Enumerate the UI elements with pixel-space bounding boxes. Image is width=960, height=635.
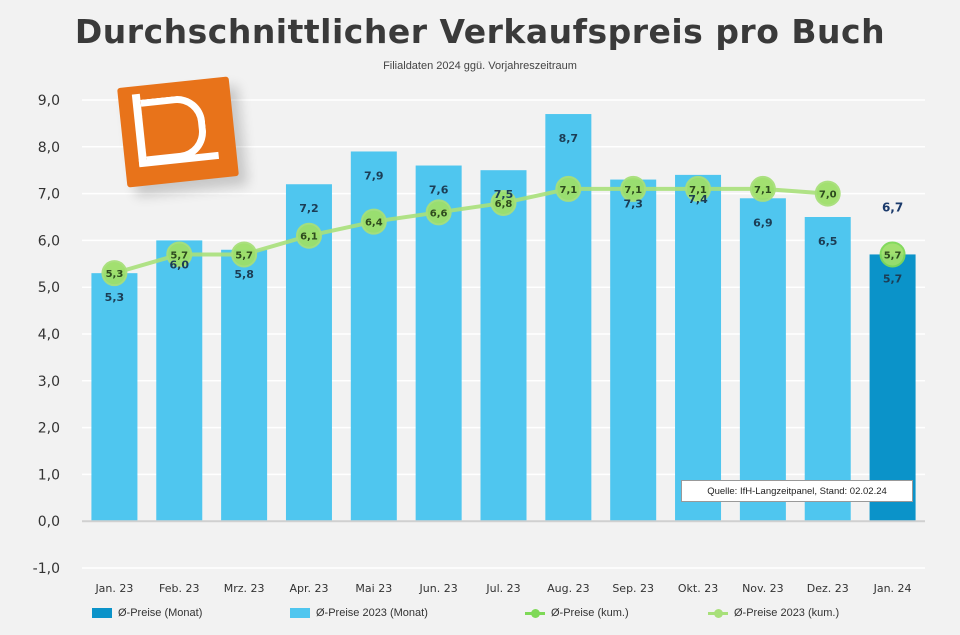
bar [739, 198, 786, 522]
series-point [620, 175, 647, 202]
bar [545, 114, 592, 522]
series-point [490, 189, 517, 216]
point-data-label: 5,7 [235, 250, 253, 261]
bar-data-label: 6,5 [818, 235, 838, 248]
bar [804, 217, 851, 522]
bar-data-label: 5,8 [234, 268, 254, 281]
bar-data-label: 7,9 [364, 169, 384, 182]
x-tick-label: Jun. 23 [419, 582, 458, 595]
series-point [360, 208, 387, 235]
legend-label: Ø-Preise 2023 (Monat) [316, 607, 428, 619]
x-tick-label: Okt. 23 [678, 582, 718, 595]
chart-title: Durchschnittlicher Verkaufspreis pro Buc… [74, 12, 886, 51]
source-note: Quelle: IfH-Langzeitpanel, Stand: 02.02.… [681, 480, 913, 502]
point-data-label: 6,4 [365, 218, 383, 229]
chart-subtitle: Filialdaten 2024 ggü. Vorjahreszeitraum [383, 60, 577, 72]
legend-label: Ø-Preise 2023 (kum.) [734, 607, 840, 619]
point-data-label: 5,3 [106, 269, 124, 280]
y-tick-label: 1,0 [38, 467, 60, 483]
x-tick-label: Jul. 23 [485, 582, 520, 595]
legend-swatch-bar-previous [290, 608, 310, 618]
series-point [101, 260, 128, 287]
bar-data-label: 7,2 [299, 202, 319, 215]
chart-legend: Ø-Preise (Monat) Ø-Preise 2023 (Monat) Ø… [0, 602, 960, 624]
series-point [749, 175, 776, 202]
x-tick-label: Mrz. 23 [224, 582, 265, 595]
y-tick-label: 9,0 [38, 93, 60, 109]
legend-swatch-line-current [525, 609, 545, 618]
series-point [879, 241, 906, 268]
series-point [166, 241, 193, 268]
y-tick-label: 6,0 [38, 233, 60, 249]
x-tick-label: Dez. 23 [807, 582, 849, 595]
legend-label: Ø-Preise (Monat) [118, 607, 203, 619]
y-tick-label: 0,0 [38, 514, 60, 530]
x-tick-label: Aug. 23 [547, 582, 589, 595]
point-data-label: 7,1 [624, 185, 642, 196]
brand-logo [117, 76, 239, 188]
bar-data-label: 7,4 [688, 193, 708, 206]
x-tick-label: Jan. 23 [94, 582, 133, 595]
y-tick-label: 3,0 [38, 374, 60, 390]
bar [610, 179, 657, 522]
point-data-label: 6,8 [495, 199, 513, 210]
series-point [555, 175, 582, 202]
point-data-label: 5,7 [884, 250, 902, 261]
point-data-label: 7,1 [559, 185, 577, 196]
bar-data-label: 5,3 [105, 291, 125, 304]
bar [350, 151, 397, 522]
bar-data-label: 6,9 [753, 216, 773, 229]
x-tick-label: Apr. 23 [289, 582, 328, 595]
point-data-label: 7,0 [819, 190, 837, 201]
annotation-label: 6,7 [882, 201, 903, 215]
bar [480, 170, 527, 522]
point-data-label: 6,1 [300, 232, 318, 243]
bar-data-label: 8,7 [559, 132, 579, 145]
bar-data-label: 7,6 [429, 184, 449, 197]
y-tick-label: 5,0 [38, 280, 60, 296]
x-tick-label: Feb. 23 [159, 582, 199, 595]
x-tick-label: Sep. 23 [612, 582, 654, 595]
legend-swatch-line-previous [708, 609, 728, 618]
point-data-label: 7,1 [754, 185, 772, 196]
series-point [231, 241, 258, 268]
point-data-label: 7,1 [689, 185, 707, 196]
bar [869, 254, 916, 522]
y-tick-label: 8,0 [38, 140, 60, 156]
bar-data-label: 7,3 [623, 198, 643, 211]
x-tick-label: Mai 23 [355, 582, 392, 595]
bar [221, 249, 268, 522]
y-tick-label: 7,0 [38, 187, 60, 203]
series-point [425, 199, 452, 226]
bar [156, 240, 203, 522]
x-tick-label: Jan. 24 [873, 582, 912, 595]
bar [91, 273, 138, 522]
bar-data-label: 7,5 [494, 188, 514, 201]
bar [675, 174, 722, 522]
series-point [685, 175, 712, 202]
legend-label: Ø-Preise (kum.) [551, 607, 629, 619]
point-data-label: 5,7 [170, 250, 188, 261]
bar-data-label: 5,7 [883, 272, 903, 285]
y-tick-label: 2,0 [38, 421, 60, 437]
y-tick-label: -1,0 [33, 561, 60, 577]
series-point [295, 222, 322, 249]
x-tick-label: Nov. 23 [742, 582, 784, 595]
series-point [814, 180, 841, 207]
y-tick-label: 4,0 [38, 327, 60, 343]
bar-data-label: 6,0 [170, 258, 190, 271]
legend-swatch-bar-current [92, 608, 112, 618]
point-data-label: 6,6 [430, 208, 448, 219]
